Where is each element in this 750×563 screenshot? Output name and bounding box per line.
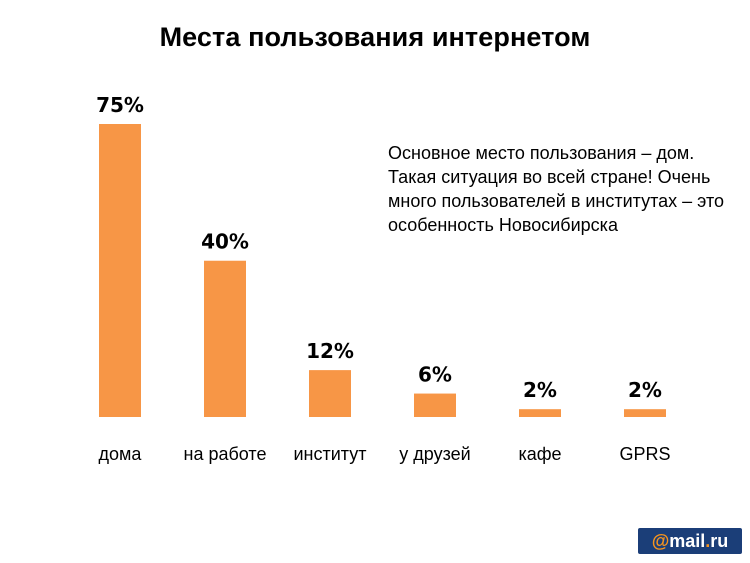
- annotation-text: Основное место пользования – дом. Такая …: [388, 143, 725, 235]
- category-label-6: GPRS: [619, 444, 670, 464]
- mail-ru-logo[interactable]: @mail.ru: [638, 528, 742, 554]
- bar-2: [204, 260, 246, 417]
- value-label-5: 2%: [523, 378, 557, 402]
- category-label-2: на работе: [184, 444, 267, 464]
- value-label-4: 6%: [418, 363, 452, 387]
- bar-5: [519, 409, 561, 417]
- bar-3: [309, 370, 351, 417]
- value-label-3: 12%: [306, 339, 354, 363]
- category-label-5: кафе: [518, 444, 561, 464]
- value-label-2: 40%: [201, 230, 249, 254]
- bars-group: [99, 124, 666, 417]
- category-label-1: дома: [99, 444, 143, 464]
- value-label-1: 75%: [96, 93, 144, 117]
- svg-text:@mail.ru: @mail.ru: [652, 531, 729, 551]
- category-labels-group: дома на работе институт у друзей кафе GPRS: [99, 444, 671, 464]
- category-label-3: институт: [294, 444, 367, 464]
- chart-title: Места пользования интернетом: [159, 22, 591, 52]
- bar-4: [414, 393, 456, 417]
- bar-1: [99, 124, 141, 417]
- bar-6: [624, 409, 666, 417]
- value-labels-group: 75% 40% 12% 6% 2% 2%: [96, 93, 662, 402]
- value-label-6: 2%: [628, 378, 662, 402]
- category-label-4: у друзей: [399, 444, 470, 464]
